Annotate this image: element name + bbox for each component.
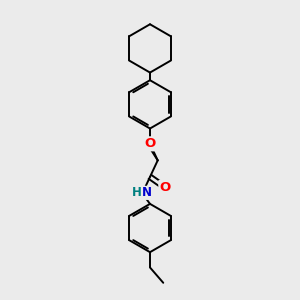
- Text: N: N: [142, 186, 152, 200]
- Text: O: O: [159, 181, 171, 194]
- Text: O: O: [144, 137, 156, 150]
- Text: H: H: [132, 186, 142, 200]
